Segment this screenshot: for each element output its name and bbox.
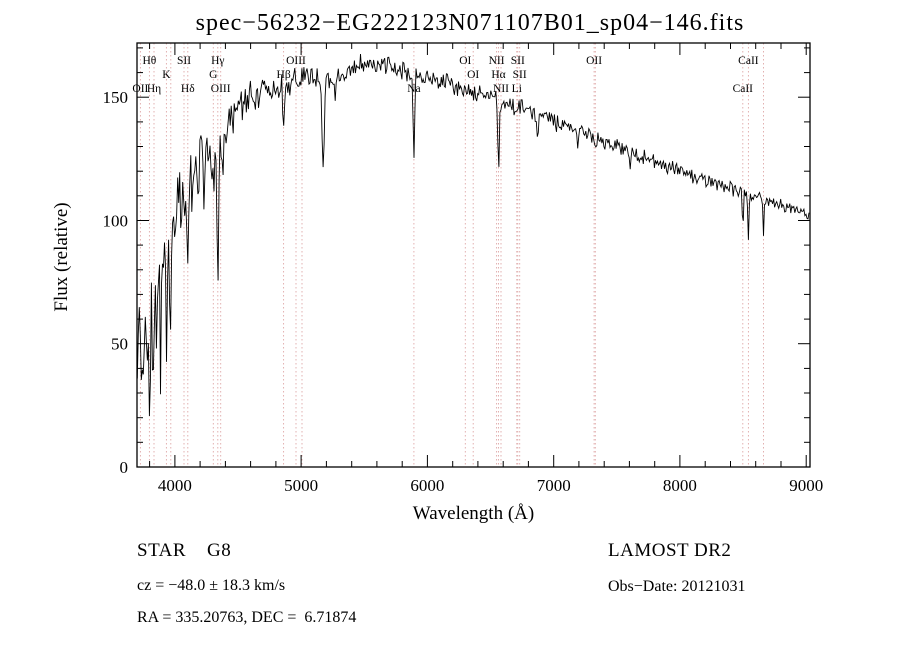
plot-frame bbox=[136, 42, 811, 468]
spectral-line-label: OI bbox=[459, 55, 471, 67]
spectral-line-label: SII bbox=[511, 55, 525, 67]
spectral-line-label: Hα bbox=[491, 69, 505, 81]
object-class-label: STAR G8 bbox=[137, 540, 232, 561]
spectral-line-label: Na bbox=[407, 83, 420, 95]
y-tick-label: 0 bbox=[120, 458, 129, 477]
tick-labels: 4000 5000 6000 7000 8000 9000 0 50 100 150 bbox=[103, 88, 824, 495]
chart-title: spec−56232−EG222123N071107B01_sp04−146.f… bbox=[195, 10, 745, 36]
axis-ticks bbox=[137, 43, 810, 468]
survey-label: LAMOST DR2 bbox=[608, 540, 732, 561]
spectral-line-label: CaII bbox=[733, 83, 754, 95]
y-tick-label: 50 bbox=[111, 335, 128, 354]
y-tick-label: 150 bbox=[103, 88, 129, 107]
spectral-line-label: Li bbox=[512, 83, 522, 95]
spectral-line-label: SII bbox=[177, 55, 191, 67]
spectral-line-label: OIII bbox=[211, 83, 231, 95]
x-tick-label: 5000 bbox=[284, 476, 318, 495]
spectral-line-label: Hθ bbox=[142, 55, 156, 67]
spectral-line-label: G bbox=[209, 69, 217, 81]
x-tick-label: 8000 bbox=[663, 476, 697, 495]
x-tick-label: 4000 bbox=[158, 476, 192, 495]
coordinates: RA = 335.20763, DEC = 6.71874 bbox=[137, 609, 357, 626]
spectral-line-label: NII bbox=[489, 55, 505, 67]
redshift-velocity: cz = −48.0 ± 18.3 km/s bbox=[137, 577, 286, 594]
obs-date: Obs−Date: 20121031 bbox=[608, 578, 746, 595]
spectral-line-label: Hη bbox=[147, 83, 161, 95]
x-tick-label: 7000 bbox=[537, 476, 571, 495]
x-axis-label: Wavelength (Å) bbox=[412, 503, 535, 524]
spectral-line-label: CaII bbox=[738, 55, 759, 67]
spectrum-path bbox=[137, 53, 810, 417]
spectral-line-label: Hβ bbox=[277, 69, 291, 81]
spectral-line-labels: OII Hθ HηK SII Hδ G Hγ OIII Hβ OIII Na OI OI NII Hα NII… bbox=[132, 55, 758, 95]
spectral-line-label: NII bbox=[493, 83, 509, 95]
spectral-line-label: OII bbox=[586, 55, 602, 67]
spectral-line-label: OI bbox=[467, 69, 479, 81]
y-axis-label: Flux (relative) bbox=[51, 202, 72, 312]
y-tick-label: 100 bbox=[103, 212, 129, 231]
spectral-line-label: Hγ bbox=[211, 55, 224, 67]
spectral-line-label: OIII bbox=[286, 55, 306, 67]
spectral-line-markers bbox=[139, 43, 764, 467]
spectral-line-label: SII bbox=[513, 69, 527, 81]
x-tick-label: 6000 bbox=[410, 476, 444, 495]
x-tick-label: 9000 bbox=[789, 476, 823, 495]
spectral-line-label: Hδ bbox=[181, 83, 195, 95]
spectral-line-label: K bbox=[162, 69, 171, 81]
